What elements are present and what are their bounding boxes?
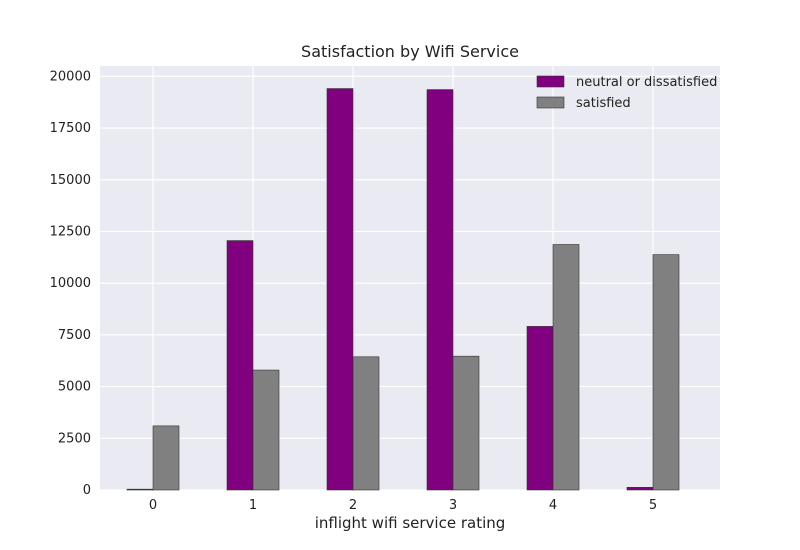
bar-satisfied-3 <box>452 355 480 491</box>
x-axis-ticks: 0 1 2 3 4 5 <box>149 498 657 513</box>
x-tick-label: 3 <box>449 498 457 513</box>
x-tick-label: 0 <box>149 498 157 513</box>
y-tick-label: 17500 <box>50 121 91 136</box>
bar-neutral-or-dissatisfied-2 <box>326 88 354 491</box>
bar-neutral-or-dissatisfied-0 <box>126 488 154 491</box>
x-tick-label: 4 <box>549 498 557 513</box>
x-tick-label: 5 <box>649 498 657 513</box>
bar-neutral-or-dissatisfied-1 <box>226 240 254 491</box>
bar-satisfied-0 <box>152 425 180 491</box>
y-tick-label: 7500 <box>58 328 91 343</box>
legend: neutral or dissatisfied satisfied <box>536 75 717 111</box>
legend-label: neutral or dissatisfied <box>576 75 717 90</box>
bar-neutral-or-dissatisfied-5 <box>626 487 654 491</box>
legend-label: satisfied <box>576 96 631 111</box>
y-tick-label: 10000 <box>50 276 91 291</box>
y-tick-label: 12500 <box>50 224 91 239</box>
bar-neutral-or-dissatisfied-3 <box>426 89 454 491</box>
plot-background <box>100 66 720 490</box>
y-tick-label: 2500 <box>58 431 91 446</box>
y-axis-ticks: 0 2500 5000 7500 10000 12500 15000 17500 20000 <box>50 69 91 498</box>
x-axis-label: inflight wifi service rating <box>315 514 506 532</box>
legend-swatch <box>536 75 565 88</box>
y-tick-label: 0 <box>83 483 91 498</box>
y-tick-label: 5000 <box>58 380 91 395</box>
x-tick-label: 2 <box>349 498 357 513</box>
x-tick-label: 1 <box>249 498 257 513</box>
bar-neutral-or-dissatisfied-4 <box>526 326 554 491</box>
bar-satisfied-2 <box>352 356 380 491</box>
bar-satisfied-1 <box>252 369 280 491</box>
y-tick-label: 15000 <box>50 173 91 188</box>
legend-swatch <box>536 96 565 109</box>
bar-satisfied-4 <box>552 244 580 491</box>
chart-title: Satisfaction by Wifi Service <box>301 42 519 61</box>
bars <box>126 88 680 491</box>
y-tick-label: 20000 <box>50 69 91 84</box>
bar-satisfied-5 <box>652 254 680 491</box>
